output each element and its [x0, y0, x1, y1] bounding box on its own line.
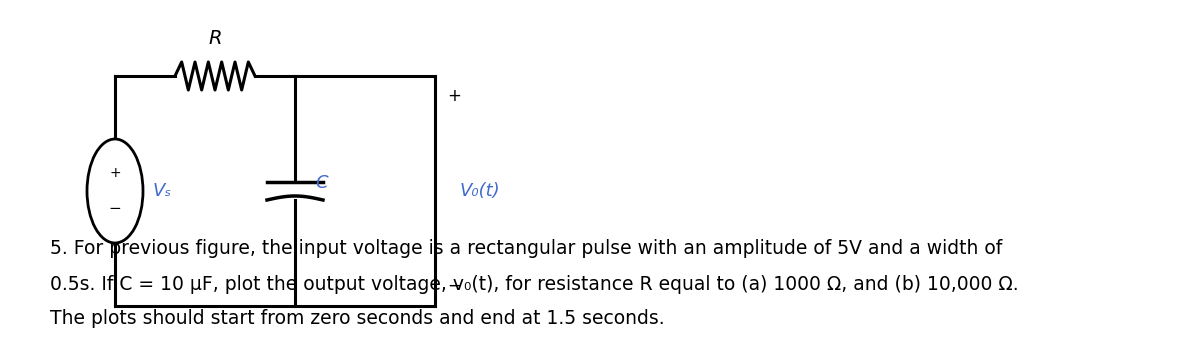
Text: −: − — [109, 201, 121, 217]
Text: R: R — [209, 28, 222, 47]
Text: +: + — [446, 87, 461, 105]
Text: V₀(t): V₀(t) — [460, 182, 500, 200]
Text: C: C — [316, 174, 328, 192]
Text: −: − — [446, 277, 461, 295]
Ellipse shape — [86, 139, 143, 243]
Text: 5. For previous figure, the input voltage is a rectangular pulse with an amplitu: 5. For previous figure, the input voltag… — [50, 239, 1002, 258]
Text: The plots should start from zero seconds and end at 1.5 seconds.: The plots should start from zero seconds… — [50, 310, 665, 329]
Text: +: + — [109, 166, 121, 180]
Text: Vₛ: Vₛ — [154, 182, 172, 200]
Text: 0.5s. If C = 10 μF, plot the output voltage, v₀(t), for resistance R equal to (a: 0.5s. If C = 10 μF, plot the output volt… — [50, 276, 1019, 294]
